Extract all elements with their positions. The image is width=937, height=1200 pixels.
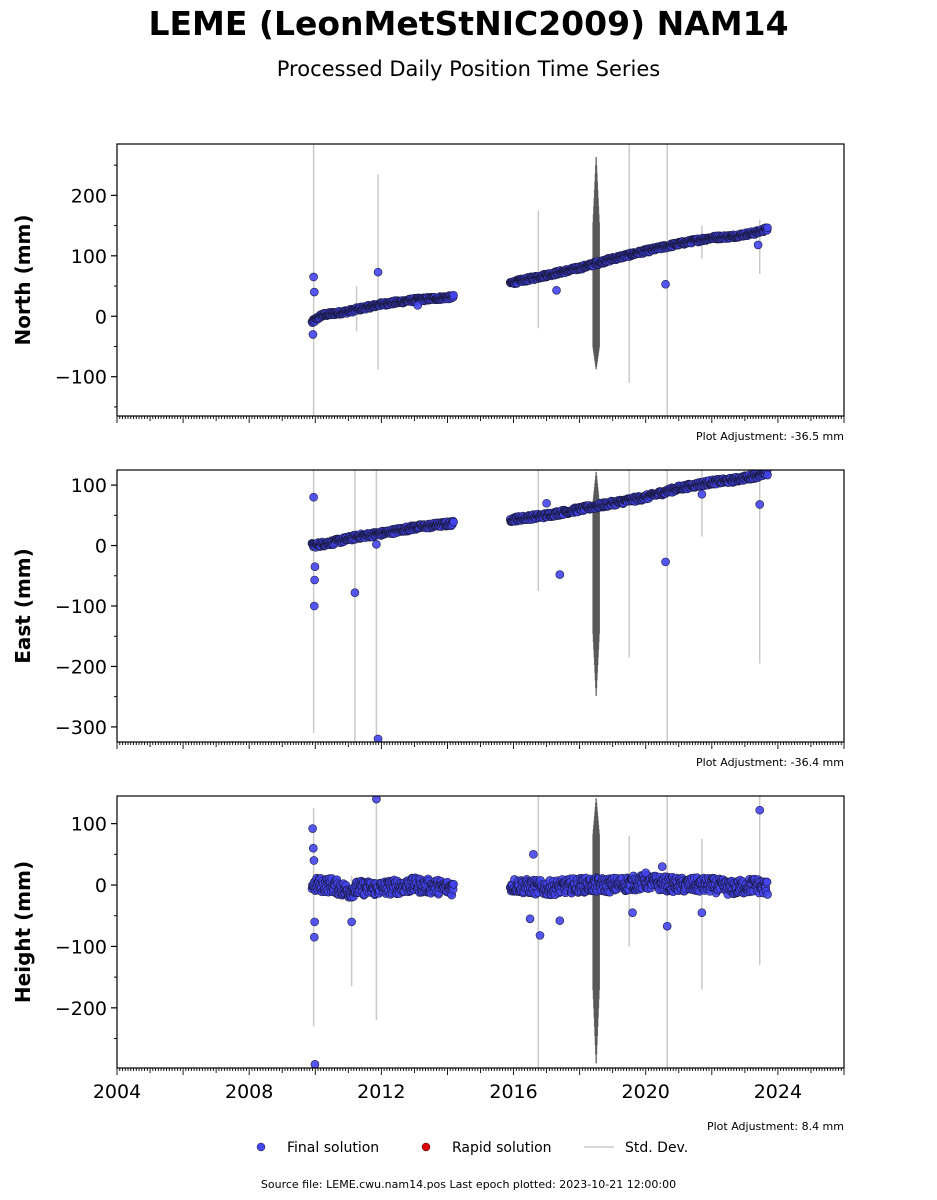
legend-final-label: Final solution <box>287 1140 379 1156</box>
north-y-axis-label: North (mm) <box>11 214 35 345</box>
north-ytick-label: −100 <box>55 367 107 389</box>
east-ytick-label: −300 <box>55 717 107 739</box>
north-outlier-point <box>753 240 763 250</box>
east-ytick-label: 100 <box>71 475 107 497</box>
height-plot-frame <box>116 795 845 1069</box>
east-outlier-point <box>350 588 360 598</box>
east-outlier-point <box>555 570 565 579</box>
east-plot-adjustment: Plot Adjustment: -36.4 mm <box>696 756 844 769</box>
height-outlier-point <box>628 908 637 917</box>
height-outlier-point <box>555 916 565 925</box>
east-ytick-label: −100 <box>55 596 107 618</box>
height-xtick-label: 2020 <box>622 1081 670 1103</box>
height-outlier-point <box>657 862 667 871</box>
height-data-point <box>763 890 772 899</box>
north-outlier-point <box>373 267 383 277</box>
legend-rapid-marker <box>421 1142 431 1152</box>
height-outlier-point <box>372 796 381 804</box>
north-data-point <box>763 223 772 233</box>
north-outlier-point <box>413 301 423 310</box>
legend-rapid-label: Rapid solution <box>452 1140 552 1156</box>
east-outlier-point <box>697 489 707 499</box>
legend-stddev-label: Std. Dev. <box>625 1140 688 1156</box>
height-outlier-point <box>525 914 535 924</box>
north-outlier-point <box>308 330 318 339</box>
height-ytick-label: 100 <box>71 814 107 836</box>
height-panel: Height (mm) Plot Adjustment: 8.4 mm −200… <box>11 795 845 1133</box>
east-outlier-point <box>310 575 319 585</box>
east-outlier-point <box>309 601 319 611</box>
height-outlier-point <box>535 931 545 940</box>
east-plot-frame <box>116 469 845 743</box>
height-xtick-label: 2012 <box>357 1081 405 1103</box>
north-outlier-point <box>661 279 670 289</box>
height-outlier-point <box>308 843 318 853</box>
north-plot-adjustment: Plot Adjustment: -36.5 mm <box>696 430 844 443</box>
north-data-point <box>449 290 458 300</box>
height-outlier-point <box>529 850 538 859</box>
north-outlier-point <box>309 272 318 282</box>
east-outlier-point <box>755 500 765 509</box>
height-outlier-point <box>310 917 319 927</box>
height-outlier-point <box>310 1060 320 1068</box>
height-ytick-label: −200 <box>55 998 107 1020</box>
height-outlier-point <box>641 868 651 878</box>
legend-final-marker <box>256 1142 266 1152</box>
height-xtick-label: 2004 <box>93 1081 141 1103</box>
height-data-point <box>762 877 772 887</box>
north-panel: North (mm) Plot Adjustment: -36.5 mm −10… <box>11 143 845 443</box>
chart-subtitle: Processed Daily Position Time Series <box>276 57 661 81</box>
height-y-axis-label: Height (mm) <box>11 861 35 1003</box>
north-outlier-point <box>309 287 319 297</box>
east-outlier-point <box>310 562 320 572</box>
east-y-axis-label: East (mm) <box>11 548 35 664</box>
chart-title: LEME (LeonMetStNIC2009) NAM14 <box>148 4 789 43</box>
east-outlier-point <box>372 540 381 549</box>
height-plot-adjustment: Plot Adjustment: 8.4 mm <box>707 1120 844 1133</box>
north-ytick-label: 0 <box>95 306 107 328</box>
height-data-point <box>449 880 458 889</box>
north-outlier-point <box>552 285 561 295</box>
east-outlier-point <box>661 557 670 567</box>
height-outlier-point <box>662 921 672 931</box>
east-ytick-label: −200 <box>55 656 107 678</box>
height-outlier-point <box>308 824 317 833</box>
east-ytick-label: 0 <box>95 536 107 558</box>
height-ytick-label: 0 <box>95 875 107 897</box>
source-footer: Source file: LEME.cwu.nam14.pos Last epo… <box>261 1178 676 1191</box>
east-outlier-point <box>542 498 551 508</box>
east-outlier-point <box>373 734 383 742</box>
north-ytick-label: 100 <box>71 246 107 268</box>
east-data-point <box>763 470 772 480</box>
legend: Final solution Rapid solution Std. Dev. <box>256 1140 688 1156</box>
east-panel: East (mm) Plot Adjustment: -36.4 mm −300… <box>11 469 845 769</box>
height-outlier-point <box>347 917 356 927</box>
north-plot-frame <box>116 143 845 417</box>
east-outlier-point <box>309 492 318 502</box>
height-outlier-point <box>755 805 765 815</box>
height-ytick-label: −100 <box>55 936 107 958</box>
height-outlier-point <box>697 908 707 917</box>
height-xtick-label: 2016 <box>489 1081 537 1103</box>
height-xtick-label: 2024 <box>754 1081 802 1103</box>
height-xtick-label: 2008 <box>225 1081 273 1103</box>
north-ytick-label: 200 <box>71 185 107 207</box>
height-outlier-point <box>309 856 319 865</box>
east-data-point <box>449 517 458 527</box>
height-outlier-point <box>309 932 319 942</box>
